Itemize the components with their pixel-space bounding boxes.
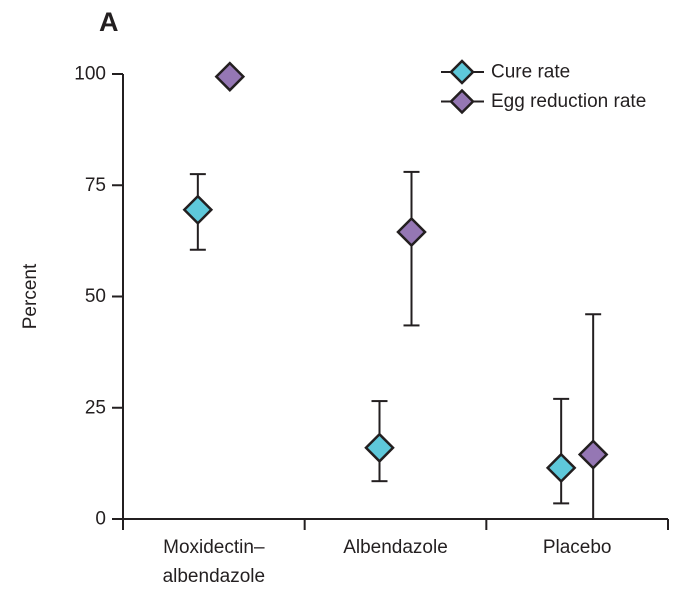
data-point-marker (364, 432, 395, 464)
legend: Cure rate Egg reduction rate (441, 59, 646, 115)
panel-label: A (99, 7, 119, 37)
y-axis-tick-label: 25 (85, 397, 106, 418)
legend-label: Cure rate (491, 62, 570, 83)
legend-item: Egg reduction rate (441, 88, 646, 115)
y-axis-tick-label: 0 (95, 509, 106, 530)
data-point-marker (396, 216, 427, 248)
data-point-marker (214, 61, 246, 92)
x-axis-category-label: Albendazole (343, 537, 448, 558)
y-axis-tick-label: 100 (74, 64, 106, 85)
data-point-marker (577, 439, 609, 470)
y-axis-tick-label: 75 (85, 175, 106, 196)
x-axis-category-label: Placebo (543, 537, 612, 558)
x-axis-category-label: Moxidectin– (163, 537, 265, 558)
legend-item: Cure rate (441, 59, 570, 85)
series-egg-reduction-rate (214, 61, 609, 519)
legend-marker-icon (449, 59, 475, 85)
legend-marker-icon (449, 88, 475, 115)
series-cure-rate (182, 173, 577, 505)
y-axis-title: Percent (20, 263, 41, 329)
y-axis-tick-label: 50 (85, 286, 106, 307)
legend-label: Egg reduction rate (491, 91, 646, 112)
x-axis-category-label: albendazole (163, 566, 265, 587)
data-point-marker (182, 194, 214, 225)
data-point-marker (545, 452, 577, 484)
